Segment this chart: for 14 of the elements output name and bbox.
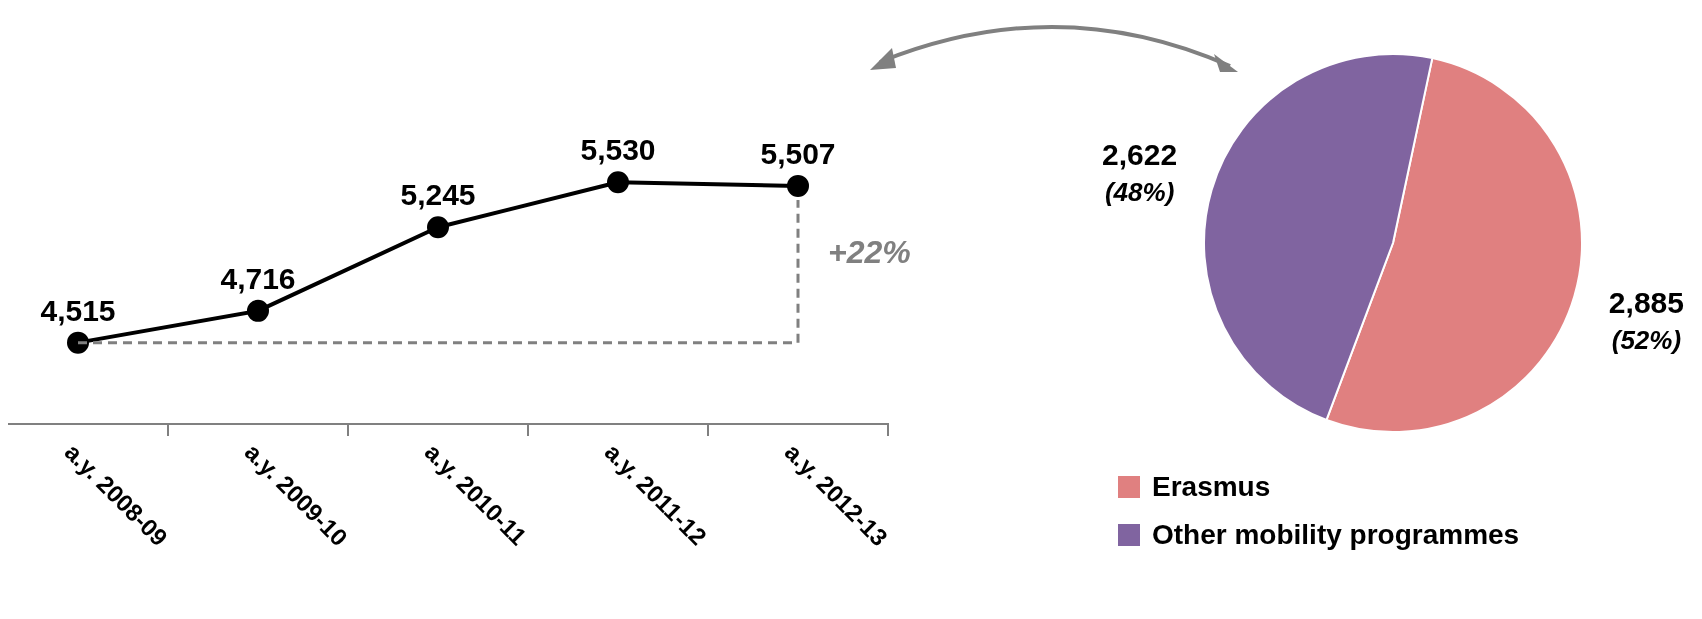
legend-label: Erasmus bbox=[1152, 471, 1271, 503]
data-label: 2,622 (48%) bbox=[1102, 137, 1178, 207]
point bbox=[787, 174, 809, 197]
data-label: 5,507 bbox=[760, 136, 836, 170]
data-label: 4,716 bbox=[220, 261, 296, 295]
data-label: 5,530 bbox=[580, 133, 656, 167]
legend-label: Other mobility programmes bbox=[1152, 519, 1520, 551]
data-label: 4,515 bbox=[40, 293, 116, 327]
point bbox=[247, 299, 269, 322]
data-label: 2,885 (52%) bbox=[1608, 286, 1684, 356]
data-label: 5,245 bbox=[400, 178, 476, 212]
point bbox=[607, 171, 629, 194]
point bbox=[427, 216, 449, 239]
text: +22% bbox=[828, 234, 911, 271]
